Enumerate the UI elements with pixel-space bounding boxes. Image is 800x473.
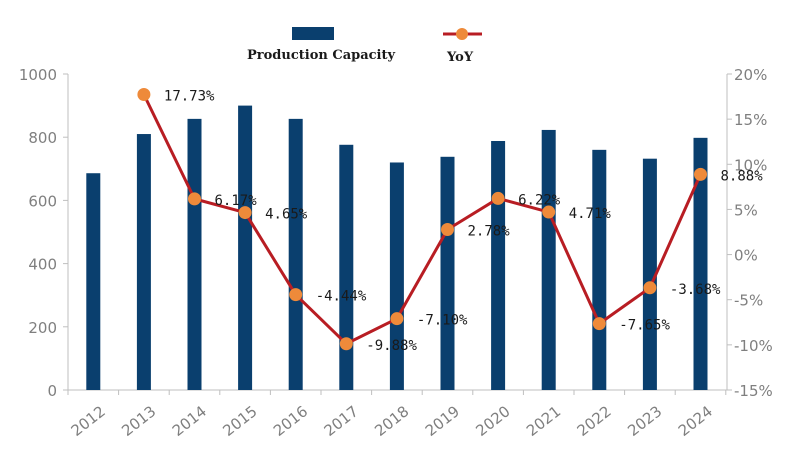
yoy-label-2023: -3.68%	[670, 282, 721, 298]
bar-2021	[541, 129, 556, 390]
yoy-point-2013	[137, 87, 151, 101]
y-right-tick-label: 20%	[734, 66, 767, 84]
bar-2020	[491, 140, 506, 390]
x-tick-label: 2017	[321, 402, 362, 440]
yoy-label-2013: 17.73%	[164, 88, 215, 104]
y-left-tick-label: 800	[28, 129, 57, 147]
legend-line-marker	[456, 28, 468, 40]
yoy-point-2021	[542, 205, 556, 219]
x-tick-label: 2014	[169, 402, 210, 440]
yoy-point-2017	[339, 337, 353, 351]
y-left-tick-label: 400	[28, 256, 57, 274]
bar-2019	[440, 156, 455, 390]
x-tick-label: 2012	[68, 402, 109, 440]
x-tick-label: 2022	[574, 402, 615, 440]
legend: Production Capacity YoY	[247, 27, 482, 65]
yoy-label-2015: 4.65%	[265, 207, 308, 223]
x-tick-label: 2016	[270, 402, 311, 440]
y-right-tick-label: -10%	[734, 337, 773, 355]
yoy-point-2018	[390, 312, 404, 326]
bar-2014	[187, 118, 202, 390]
bar-2013	[136, 134, 151, 390]
y-left-tick-label: 0	[47, 382, 57, 400]
y-right-tick-label: 15%	[734, 111, 767, 129]
x-tick-label: 2021	[523, 402, 564, 440]
yoy-point-2015	[238, 206, 252, 220]
yoy-point-2020	[491, 191, 505, 205]
y-right-tick-label: -5%	[734, 292, 763, 310]
yoy-point-2023	[643, 281, 657, 295]
y-left-tick-label: 1000	[19, 66, 57, 84]
yoy-label-2016: -4.44%	[316, 289, 367, 305]
yoy-label-2014: 6.17%	[215, 193, 258, 209]
x-tick-label: 2018	[371, 402, 412, 440]
x-tick-label: 2020	[472, 402, 513, 440]
y-right-tick-label: 0%	[734, 247, 758, 265]
yoy-label-2019: 2.78%	[468, 223, 511, 239]
bar-2023	[642, 158, 657, 390]
y-right-tick-label: -15%	[734, 382, 773, 400]
yoy-label-2022: -7.65%	[619, 318, 670, 334]
yoy-point-2019	[441, 222, 454, 236]
bar-2018	[389, 162, 404, 390]
yoy-label-2017: -9.88%	[366, 338, 417, 354]
x-tick-label: 2023	[624, 402, 665, 440]
bar-2022	[592, 149, 607, 390]
bar-2015	[238, 105, 253, 390]
yoy-label-2021: 4.71%	[569, 206, 612, 222]
data-labels: 17.73% 6.17% 4.65% -4.44% -9.88%-7.10% 2.78% 6…	[164, 88, 763, 353]
yoy-label-2018: -7.10%	[417, 313, 468, 329]
yoy-line	[142, 93, 702, 346]
x-tick-label: 2019	[422, 402, 463, 440]
yoy-point-2014	[188, 192, 201, 206]
bar-2024	[693, 137, 708, 390]
yoy-point-2016	[289, 288, 303, 302]
bar-2017	[339, 144, 354, 390]
yoy-label-2020: 6.22%	[518, 192, 561, 208]
x-tick-label: 2015	[219, 402, 260, 440]
yoy-point-2024	[694, 167, 707, 181]
legend-bar-label: Production Capacity	[247, 48, 395, 63]
y-right-tick-label: 5%	[734, 201, 758, 219]
yoy-label-2024: 8.88%	[721, 168, 764, 184]
bars	[86, 105, 708, 390]
y-left-tick-label: 200	[28, 319, 57, 337]
y-left-tick-label: 600	[28, 192, 57, 210]
x-tick-label: 2013	[118, 402, 159, 440]
legend-bar-swatch	[292, 27, 334, 40]
y-right-tick-label: 10%	[734, 156, 767, 174]
bar-2012	[86, 173, 101, 390]
yoy-line-series	[137, 87, 707, 351]
x-tick-label: 2024	[675, 402, 716, 440]
yoy-point-2022	[592, 317, 606, 331]
legend-line-label: YoY	[446, 50, 474, 65]
bar-2016	[288, 118, 303, 390]
